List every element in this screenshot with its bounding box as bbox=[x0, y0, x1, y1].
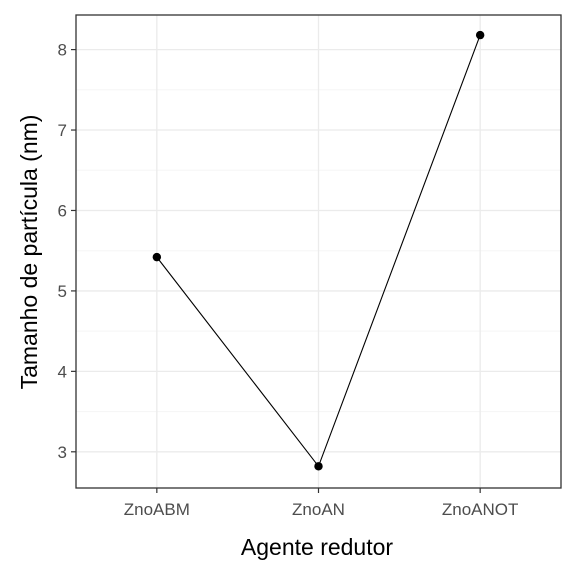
data-point bbox=[152, 252, 162, 262]
y-tick-label: 8 bbox=[58, 41, 67, 60]
data-point bbox=[314, 462, 323, 471]
series bbox=[152, 30, 485, 471]
x-tick-label: ZnoABM bbox=[124, 500, 190, 519]
y-tick-label: 3 bbox=[58, 443, 67, 462]
axes: 3 4 5 6 7 8 ZnoABM ZnoAN ZnoANOT bbox=[58, 41, 519, 519]
y-tick-label: 4 bbox=[58, 362, 67, 381]
x-tick-label: ZnoANOT bbox=[442, 500, 519, 519]
y-tick-label: 6 bbox=[58, 201, 67, 220]
y-tick-label: 7 bbox=[58, 121, 67, 140]
x-axis-title: Agente redutor bbox=[241, 534, 394, 560]
x-tick-label: ZnoAN bbox=[292, 500, 345, 519]
data-point bbox=[475, 30, 485, 40]
y-axis-title: Tamanho de partícula (nm) bbox=[16, 115, 42, 390]
grid bbox=[76, 15, 561, 488]
y-tick-label: 5 bbox=[58, 282, 67, 301]
